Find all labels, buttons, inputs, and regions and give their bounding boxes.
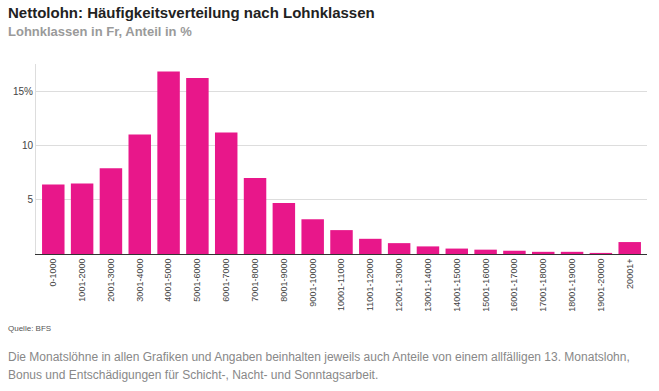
svg-text:15%: 15%: [13, 86, 33, 97]
svg-text:5: 5: [27, 194, 33, 205]
html-text:Die Monatslöhne in allen Grafi: Die Monatslöhne in allen Grafiken und An…: [8, 350, 630, 382]
svg-text:17001-18000: 17001-18000: [538, 259, 548, 312]
svg-text:14001-15000: 14001-15000: [452, 259, 462, 312]
svg-text:10001-11000: 10001-11000: [336, 259, 346, 311]
svg-text:5001-6000: 5001-6000: [192, 259, 202, 302]
svg-text:12001-13000: 12001-13000: [394, 259, 404, 312]
svg-text:7001-8000: 7001-8000: [250, 259, 260, 302]
html-text:Lohnklassen in Fr, Anteil in %: Lohnklassen in Fr, Anteil in %: [8, 24, 192, 39]
svg-text:18001-19000: 18001-19000: [567, 259, 577, 312]
svg-text:2001-3000: 2001-3000: [106, 259, 116, 302]
svg-text:11001-12000: 11001-12000: [365, 259, 375, 311]
svg-text:20001+: 20001+: [625, 259, 635, 289]
svg-text:8001-9000: 8001-9000: [279, 259, 289, 302]
svg-text:4001-5000: 4001-5000: [164, 259, 174, 302]
svg-text:15001-16000: 15001-16000: [481, 259, 491, 312]
svg-text:16001-17000: 16001-17000: [509, 259, 519, 312]
svg-text:9001-10000: 9001-10000: [308, 259, 318, 307]
svg-text:10: 10: [22, 140, 34, 151]
svg-text:19001-20000: 19001-20000: [596, 259, 606, 312]
svg-text:3001-4000: 3001-4000: [135, 259, 145, 302]
svg-text:6001-7000: 6001-7000: [221, 259, 231, 302]
svg-text:1001-2000: 1001-2000: [77, 259, 87, 302]
svg-text:13001-14000: 13001-14000: [423, 259, 433, 312]
html-text:Nettolohn: Häufigkeitsverteilu: Nettolohn: Häufigkeitsverteilung nach Lo…: [8, 4, 375, 21]
svg-text:0-1000: 0-1000: [48, 259, 58, 287]
html-text:Quelle: BFS: Quelle: BFS: [8, 324, 52, 333]
